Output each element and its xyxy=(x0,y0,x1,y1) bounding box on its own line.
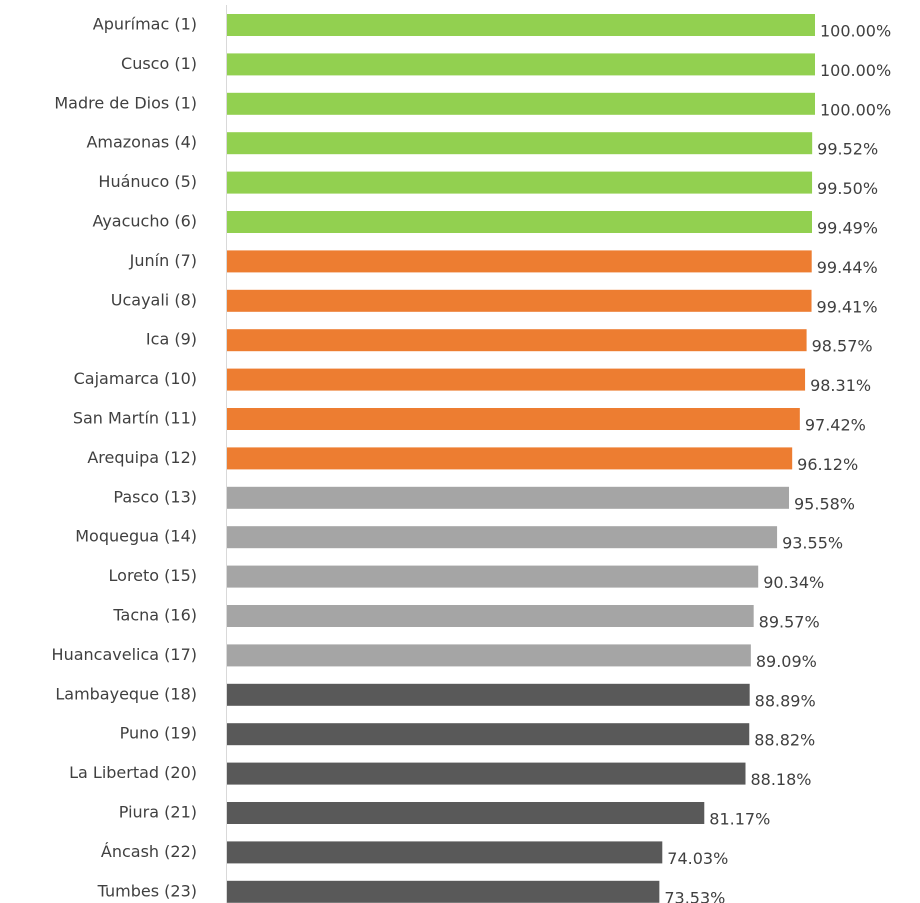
bar xyxy=(227,329,807,352)
value-label: 88.18% xyxy=(750,770,811,789)
category-label: Huánuco (5) xyxy=(98,172,197,191)
value-label: 95.58% xyxy=(794,494,855,513)
bar xyxy=(227,408,800,430)
category-label: Pasco (13) xyxy=(113,487,197,506)
category-label: Huancavelica (17) xyxy=(52,645,197,664)
value-label: 98.31% xyxy=(810,376,871,395)
value-label: 90.34% xyxy=(763,573,824,592)
value-label: 93.55% xyxy=(782,534,843,553)
bar xyxy=(227,132,813,155)
bar xyxy=(227,841,663,864)
bar xyxy=(227,289,812,312)
value-label: 100.00% xyxy=(820,61,891,80)
category-label: Piura (21) xyxy=(119,803,197,822)
value-label: 89.09% xyxy=(756,652,817,671)
category-label: Tacna (16) xyxy=(112,606,197,625)
category-label: Arequipa (12) xyxy=(87,448,197,467)
category-label: Loreto (15) xyxy=(109,566,197,585)
category-label: Junín (7) xyxy=(129,251,197,270)
bar xyxy=(227,92,815,115)
category-label: Cajamarca (10) xyxy=(74,369,197,388)
bar xyxy=(227,14,815,36)
bar xyxy=(227,368,806,391)
value-label: 98.57% xyxy=(812,337,873,356)
category-label: Ucayali (8) xyxy=(111,290,197,309)
bar xyxy=(227,211,813,233)
value-label: 100.00% xyxy=(820,22,891,41)
bar xyxy=(227,171,813,194)
category-label: Lambayeque (18) xyxy=(55,684,197,703)
category-label: Áncash (22) xyxy=(101,842,197,861)
bar xyxy=(227,683,750,706)
bar xyxy=(227,723,750,746)
value-label: 99.52% xyxy=(817,140,878,159)
bar xyxy=(227,53,815,76)
category-label: La Libertad (20) xyxy=(69,763,197,782)
value-label: 88.82% xyxy=(754,731,815,750)
value-label: 96.12% xyxy=(797,455,858,474)
value-label: 73.53% xyxy=(664,888,725,903)
category-label: Cusco (1) xyxy=(121,54,197,73)
value-label: 81.17% xyxy=(709,810,770,829)
bar xyxy=(227,762,746,785)
bar xyxy=(227,880,660,903)
bar xyxy=(227,526,778,549)
category-label: Puno (19) xyxy=(120,724,197,743)
category-label: Ayacucho (6) xyxy=(92,212,197,231)
value-label: 100.00% xyxy=(820,100,891,119)
category-label: Amazonas (4) xyxy=(86,133,197,152)
value-label: 89.57% xyxy=(759,613,820,632)
value-label: 88.89% xyxy=(755,691,816,710)
value-label: 99.44% xyxy=(817,258,878,277)
value-label: 99.41% xyxy=(817,297,878,316)
bar xyxy=(227,644,751,667)
category-label: Ica (9) xyxy=(146,330,197,349)
bar xyxy=(227,250,812,273)
bar xyxy=(227,605,754,627)
bar xyxy=(227,565,759,588)
category-label: Apurímac (1) xyxy=(93,15,197,34)
category-label: Madre de Dios (1) xyxy=(54,93,197,112)
value-label: 99.49% xyxy=(817,219,878,238)
bar xyxy=(227,486,790,509)
value-label: 74.03% xyxy=(667,849,728,868)
value-label: 99.50% xyxy=(817,179,878,198)
bar xyxy=(227,802,705,824)
bar xyxy=(227,447,793,470)
category-label: Tumbes (23) xyxy=(97,881,197,900)
category-label: San Martín (11) xyxy=(73,409,197,428)
category-label: Moquegua (14) xyxy=(75,527,197,546)
value-label: 97.42% xyxy=(805,416,866,435)
